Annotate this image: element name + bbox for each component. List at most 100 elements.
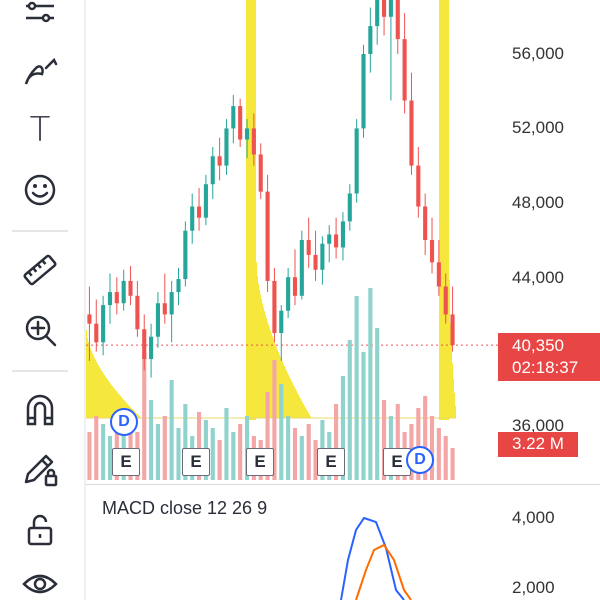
signal-line [355,543,412,600]
volume-badge: 3.22 M [498,432,578,457]
volume-bar [368,288,373,480]
candle-body [87,314,92,324]
volume-bar [272,360,277,480]
candle-body [135,295,140,330]
macd-line [340,516,405,600]
candle-body [128,280,133,296]
candle-body [107,292,113,306]
candle-body [409,100,414,166]
volume-bar [149,400,154,480]
ruler-icon[interactable] [14,248,66,292]
volume-bar [155,424,160,480]
candle-body [190,206,195,231]
volume-bar [210,428,215,480]
candle-body [443,286,448,315]
volume-bar [162,416,167,480]
candle-body [382,0,387,17]
price-axis-label: 36,000 [512,416,564,435]
unlock-icon[interactable] [14,508,66,552]
price-axis-label: 56,000 [512,44,564,63]
highlight-column [246,0,256,420]
volume-bar [101,424,106,480]
volume-bar [347,340,352,480]
earnings-marker[interactable]: E [317,448,345,476]
volume-bar [286,416,291,480]
volume-bar [94,416,99,480]
volume-bar [87,432,92,480]
candle-body [286,277,291,311]
lock-drawing-icon[interactable] [14,448,66,492]
candle-body [299,240,304,296]
zoom-in-icon[interactable] [14,308,66,352]
earnings-marker[interactable]: E [182,448,210,476]
brush-icon[interactable] [14,50,66,94]
macd-axis-label: 4,000 [512,508,555,527]
price-axis-label: 52,000 [512,118,564,137]
candle-body [354,128,359,194]
candle-body [375,0,380,27]
candle-body [94,323,99,343]
dividend-marker[interactable]: D [110,408,138,436]
volume-bar [197,412,202,480]
volume-bar [361,352,366,480]
candle-body [395,0,400,40]
candle-body [114,292,119,304]
highlight-column [439,0,449,420]
candle-body [450,314,455,346]
volume-bar [395,404,400,480]
candle-body [238,106,243,140]
candle-body [224,128,229,166]
candle-body [251,128,256,155]
macd-axis-label: 2,000 [512,578,555,597]
candle-body [334,234,339,248]
candle-body [197,206,202,218]
volume-bar [169,380,174,480]
volume-bar [176,428,181,480]
candle-body [169,292,174,315]
text-icon[interactable]: T [29,110,51,150]
volume-bar [231,432,236,480]
candle-body [327,234,332,244]
candle-body [320,243,325,270]
emoji-icon[interactable] [14,168,66,212]
candle-body [361,54,366,129]
volume-bar [279,384,284,480]
macd-title[interactable]: MACD close 12 26 9 [102,498,268,518]
earnings-marker[interactable]: E [383,448,411,476]
volume-bar [334,404,339,480]
indicators-icon[interactable] [14,0,66,38]
candle-body [292,277,298,296]
volume-bar [423,396,428,480]
volume-bar [375,328,380,480]
candle-body [313,254,318,270]
last-price-label: 40,350 02:18:37 [498,333,600,381]
candle-body [203,184,208,218]
volume-bar [429,416,435,480]
candle-body [265,191,270,281]
candle-body [210,156,215,185]
candle-body [272,280,277,333]
candle-body [142,329,147,360]
candle-body [347,193,352,222]
candle-body [368,26,373,54]
candle-body [162,303,167,315]
volume-bar [313,440,318,480]
magnet-icon[interactable] [14,388,66,432]
candle-body [306,240,311,255]
candle-body [155,303,160,337]
volume-bar [265,392,270,480]
eye-icon[interactable] [14,562,66,600]
volume-bar [416,408,421,480]
volume-bar [224,408,229,480]
candle-body [340,221,345,248]
earnings-marker[interactable]: E [112,448,140,476]
candle-body [183,230,188,280]
volume-bar [107,436,113,480]
volume-bar [238,424,243,480]
dividend-marker[interactable]: D [406,446,434,474]
volume-bar [121,408,126,480]
volume-bar [183,404,188,480]
candle-body [231,106,236,129]
earnings-marker[interactable]: E [246,448,274,476]
price-axis-label: 44,000 [512,268,564,287]
